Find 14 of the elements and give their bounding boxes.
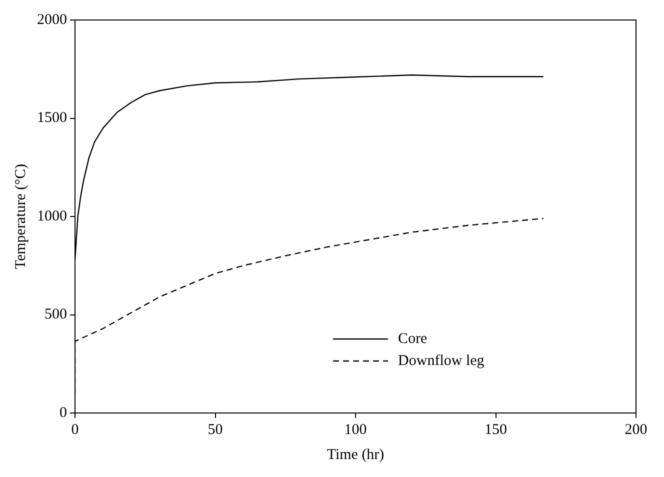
x-tick-label: 0 bbox=[71, 422, 79, 438]
x-tick-label: 150 bbox=[484, 422, 507, 438]
y-tick-label: 500 bbox=[44, 306, 67, 323]
y-axis-title: Temperature (°C) bbox=[12, 164, 29, 270]
legend-label: Core bbox=[398, 330, 428, 347]
legend-label: Downflow leg bbox=[398, 352, 485, 369]
x-tick-label: 200 bbox=[624, 422, 648, 438]
x-axis-title: Time (hr) bbox=[326, 446, 384, 463]
y-tick-label: 1000 bbox=[37, 208, 67, 224]
x-tick-label: 100 bbox=[344, 422, 367, 438]
y-tick-label: 2000 bbox=[37, 12, 67, 28]
y-tick-label: 0 bbox=[60, 404, 67, 421]
y-tick-label: 1500 bbox=[37, 110, 67, 126]
x-tick-label: 50 bbox=[208, 422, 223, 438]
